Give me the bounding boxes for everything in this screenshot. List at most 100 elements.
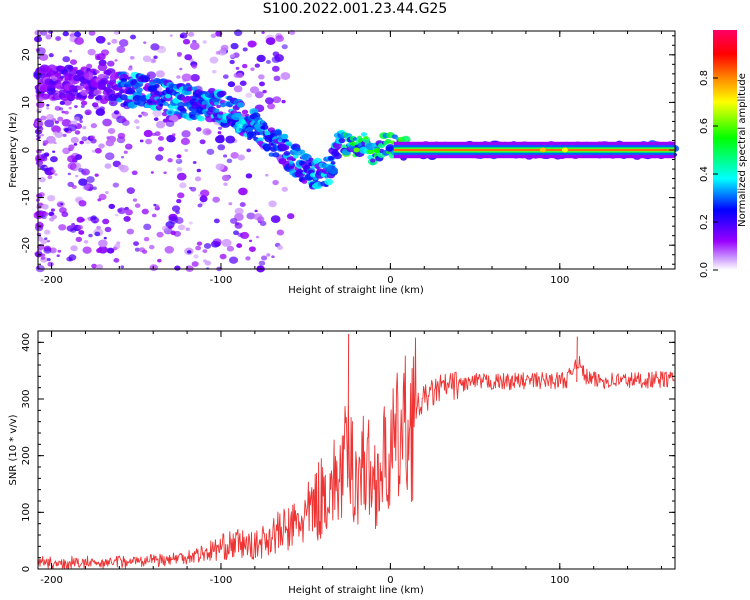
spectrogram-noise-blob bbox=[171, 133, 176, 137]
spectrogram-noise-blob bbox=[38, 176, 46, 183]
spectrogram-ridge-blob bbox=[116, 92, 123, 97]
spectrogram-noise-blob bbox=[250, 67, 255, 71]
spectrogram-noise-blob bbox=[160, 46, 164, 49]
spectrogram-noise-blob bbox=[191, 261, 199, 267]
x-tick-label: 0 bbox=[387, 275, 393, 286]
spectrogram-noise-blob bbox=[51, 214, 57, 220]
spectrogram-noise-blob bbox=[93, 102, 99, 107]
spectrogram-noise-blob bbox=[79, 140, 84, 145]
spectrogram-noise-blob bbox=[35, 210, 44, 218]
spectrogram-ridge-blob bbox=[119, 94, 128, 101]
spectrogram-ridge-blob bbox=[327, 156, 334, 161]
spectrogram-noise-blob bbox=[70, 245, 78, 252]
spectrogram-peak-blob bbox=[539, 147, 546, 153]
colorbar-tick-label: 0.0 bbox=[699, 262, 710, 278]
spectrogram-noise-blob bbox=[117, 208, 123, 213]
spectrogram-noise-blob bbox=[74, 37, 84, 45]
spectrogram-noise-blob bbox=[67, 162, 77, 170]
spectrogram-noise-blob bbox=[202, 40, 207, 44]
spectrogram-noise-blob bbox=[67, 155, 77, 163]
spectrogram-noise-blob bbox=[115, 213, 119, 217]
spectrogram-noise-blob bbox=[82, 125, 87, 130]
spectrogram-noise-blob bbox=[54, 173, 58, 176]
spectrogram-noise-blob bbox=[280, 72, 291, 80]
spectrogram-noise-blob bbox=[40, 133, 44, 137]
spectrogram-ridge-blob bbox=[76, 85, 84, 91]
spectrogram-noise-blob bbox=[42, 140, 49, 145]
spectrogram-noise-blob bbox=[224, 174, 229, 179]
spectrogram-noise-blob bbox=[143, 41, 147, 44]
spectrogram-noise-blob bbox=[270, 215, 281, 224]
spectrogram-ridge-blob bbox=[301, 179, 308, 184]
spectrogram-noise-blob bbox=[249, 239, 253, 243]
spectrogram-noise-blob bbox=[143, 236, 150, 242]
spectrogram-noise-blob bbox=[95, 108, 105, 116]
spectrogram-noise-blob bbox=[49, 247, 57, 254]
spectrogram-ridge-blob bbox=[328, 166, 339, 175]
spectrogram-noise-blob bbox=[74, 130, 81, 135]
spectrogram-noise-blob bbox=[143, 129, 153, 138]
spectrogram-noise-blob bbox=[134, 247, 140, 252]
spectrogram-noise-blob bbox=[94, 173, 99, 177]
spectrogram-noise-blob bbox=[222, 74, 229, 79]
spectrogram-noise-blob bbox=[181, 73, 192, 82]
spectrogram-noise-blob bbox=[67, 172, 71, 176]
spectrogram-ridge-blob bbox=[218, 111, 224, 115]
spectrogram-noise-blob bbox=[215, 163, 225, 171]
chart-title: S100.2022.001.23.44.G25 bbox=[263, 1, 448, 17]
spectrogram-noise-blob bbox=[198, 193, 202, 197]
spectrogram-ridge-blob bbox=[167, 110, 173, 115]
spectrogram-noise-blob bbox=[70, 136, 79, 144]
spectrogram-noise-blob bbox=[155, 70, 165, 78]
spectrogram-noise-blob bbox=[182, 38, 191, 45]
spectrogram-noise-blob bbox=[88, 30, 96, 36]
spectrogram-noise-blob bbox=[164, 245, 175, 254]
spectrogram-noise-blob bbox=[234, 207, 244, 215]
spectrogram-noise-blob bbox=[126, 187, 135, 194]
spectrogram-noise-blob bbox=[51, 169, 56, 173]
x-tick-label: -100 bbox=[210, 275, 233, 286]
spectrogram-noise-blob bbox=[107, 60, 115, 67]
spectrogram-noise-blob bbox=[89, 135, 96, 140]
spectrogram-noise-blob bbox=[217, 144, 226, 151]
spectrogram-y-label: Frequency (Hz) bbox=[8, 112, 19, 188]
spectrogram-noise-blob bbox=[199, 139, 206, 145]
spectrogram-noise-blob bbox=[213, 218, 220, 224]
x-tick-label: 0 bbox=[387, 575, 393, 586]
spectrogram-noise-blob bbox=[73, 142, 78, 146]
colorbar-tick-label: 0.8 bbox=[699, 70, 710, 86]
spectrogram-noise-blob bbox=[125, 209, 133, 216]
spectrogram-noise-blob bbox=[168, 225, 173, 230]
spectrogram-noise-blob bbox=[96, 225, 102, 230]
spectrogram-noise-blob bbox=[44, 119, 55, 128]
spectrogram-noise-blob bbox=[149, 264, 158, 271]
spectrogram-noise-blob bbox=[227, 81, 236, 88]
spectrogram-ridge-blob bbox=[96, 95, 103, 100]
spectrogram-noise-blob bbox=[271, 255, 275, 259]
x-tick-label: -200 bbox=[40, 275, 63, 286]
spectrogram-noise-blob bbox=[44, 237, 48, 240]
y-tick-label: 0 bbox=[21, 566, 32, 572]
spectrogram-noise-blob bbox=[57, 249, 62, 253]
spectrogram-noise-blob bbox=[53, 131, 59, 136]
spectrogram-noise-blob bbox=[47, 261, 54, 267]
spectrogram-noise-blob bbox=[47, 175, 53, 180]
spectrogram-noise-blob bbox=[166, 134, 176, 143]
spectrogram-carrier-band bbox=[393, 149, 675, 151]
spectrogram-noise-blob bbox=[228, 202, 233, 206]
snr-panel: -200 -100 0 100 0 100 200 300 400 Height of str… bbox=[8, 330, 676, 596]
snr-frame bbox=[37, 330, 676, 570]
spectrogram-ridge-blob bbox=[262, 122, 268, 126]
spectrogram-noise-blob bbox=[177, 224, 186, 231]
spectrogram-noise-blob bbox=[192, 160, 197, 164]
spectrogram-noise-blob bbox=[204, 260, 212, 266]
spectrogram-noise-blob bbox=[110, 101, 114, 105]
spectrogram-noise-blob bbox=[133, 241, 139, 246]
spectrogram-noise-blob bbox=[187, 250, 192, 254]
spectrogram-noise-blob bbox=[67, 124, 78, 132]
colorbar-tick-label: 0.2 bbox=[699, 214, 710, 230]
spectrogram-noise-blob bbox=[265, 97, 274, 105]
spectrogram-noise-blob bbox=[134, 203, 141, 208]
spectrogram-noise-blob bbox=[116, 45, 126, 54]
